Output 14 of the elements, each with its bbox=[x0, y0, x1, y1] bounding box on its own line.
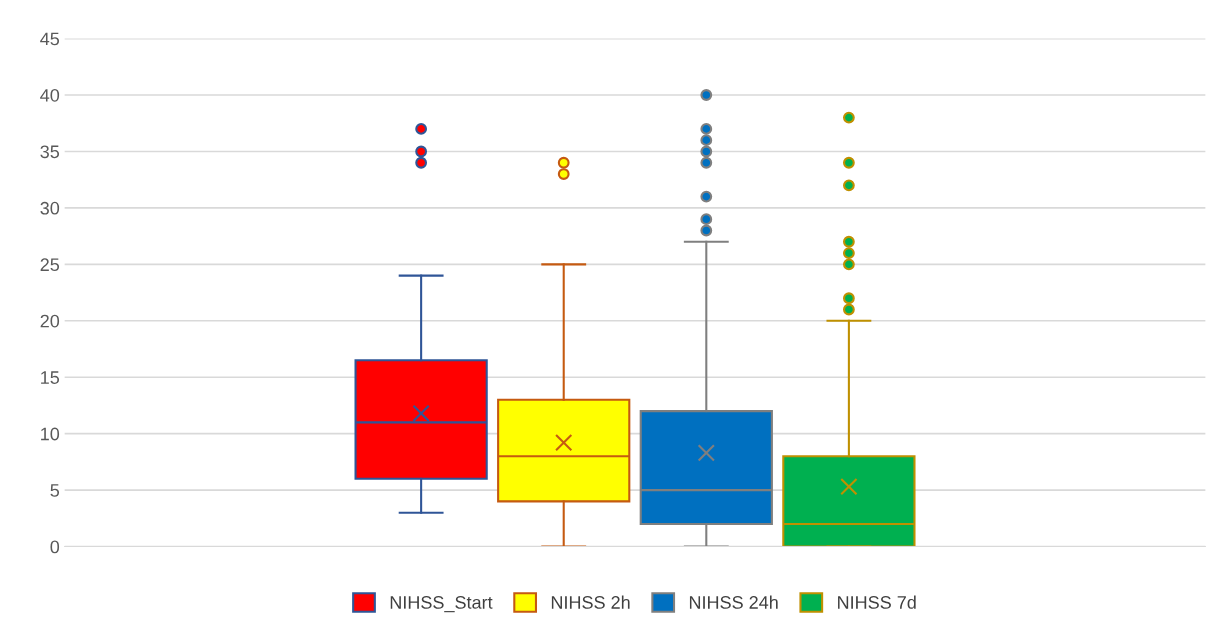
y-tick-label: 0 bbox=[50, 540, 60, 554]
y-tick-label: 25 bbox=[40, 258, 60, 272]
y-tick-label: 5 bbox=[50, 484, 60, 497]
y-tick-label: 40 bbox=[40, 88, 60, 102]
legend-label: NIHSS 24h bbox=[689, 595, 778, 609]
legend-label: NIHSS_Start bbox=[390, 596, 493, 613]
y-tick-label: 45 bbox=[40, 32, 60, 46]
legend-label: NIHSS 2h bbox=[551, 595, 630, 609]
y-tick-label: 35 bbox=[40, 145, 60, 159]
y-tick-label: 15 bbox=[41, 371, 60, 384]
legend-label: NIHSS 7d bbox=[838, 595, 916, 609]
y-tick-label: 30 bbox=[40, 201, 60, 215]
y-tick-label: 10 bbox=[41, 427, 60, 441]
y-tick-label: 20 bbox=[40, 314, 60, 328]
